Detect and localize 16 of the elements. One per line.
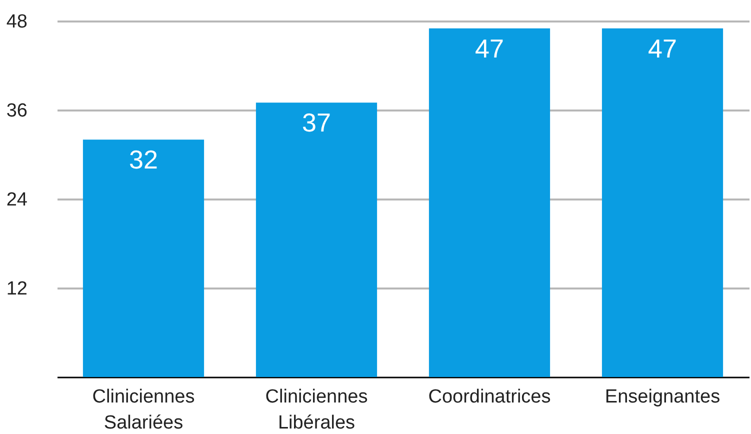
bar — [82, 140, 204, 377]
bar — [256, 102, 378, 377]
x-tick-label: Cliniciennes Libérales — [265, 386, 368, 434]
y-tick-label: 12 — [6, 278, 28, 300]
x-tick-label: Coordinatrices — [428, 386, 551, 408]
bar — [428, 28, 550, 377]
y-tick-label: 24 — [6, 190, 28, 210]
y-tick-label: 36 — [6, 100, 28, 122]
data-label: 47 — [475, 33, 504, 64]
x-tick-label: Enseignantes — [604, 386, 720, 408]
data-label: 47 — [648, 33, 677, 64]
data-label: 37 — [302, 108, 331, 138]
data-label: 32 — [129, 144, 158, 175]
bar — [602, 28, 724, 377]
x-tick-label: Cliniciennes Salariées — [92, 386, 195, 434]
y-tick-label: 48 — [6, 12, 28, 32]
